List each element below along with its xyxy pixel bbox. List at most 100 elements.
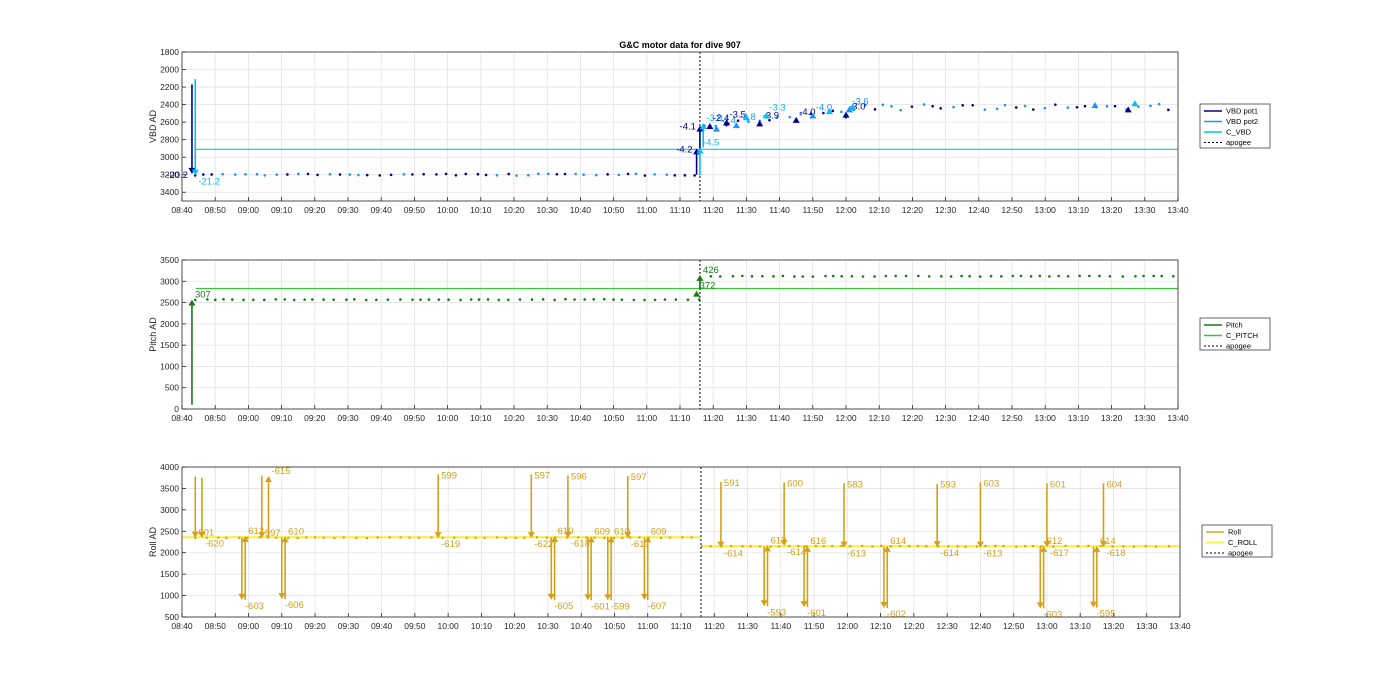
sample-dot [917,274,920,278]
sample-dot [861,275,865,278]
x-tick-label: 11:00 [636,205,657,215]
x-tick-label: 11:30 [736,205,757,215]
move-arrowhead [722,119,730,126]
move-label: -599 [611,601,630,612]
move-arrowhead [198,531,206,538]
sample-dot [1078,274,1081,278]
sample-dot [244,173,247,176]
y-tick-label: 4000 [160,462,179,472]
sample-dot [741,545,744,548]
move-label: -601 [591,601,610,612]
axes-frame [181,51,1179,202]
sample-dot [1031,108,1035,111]
legend-box [1201,524,1273,558]
move-label: -618 [1106,548,1125,559]
sample-dot [1043,106,1047,110]
y-axis-label: VBD AD [148,109,158,143]
sample-dot [495,536,499,539]
move-label: -20.2 [166,170,188,181]
sample-dot [342,536,345,539]
sample-dot [563,172,567,176]
sample-dot [486,298,490,301]
x-tick-label: 12:00 [835,205,857,215]
sample-dot [801,275,804,278]
x-tick-label: 12:40 [968,205,990,215]
sample-dot [274,536,278,539]
x-tick-label: 13:20 [1101,205,1123,215]
sample-dot [576,536,580,539]
sample-dot [303,298,306,301]
x-tick-label: 11:50 [802,205,823,215]
sample-dot [283,298,287,301]
sample-dot [718,275,722,278]
sample-dot [890,105,893,108]
sample-dot [1134,274,1137,278]
move-label: -3.5 [729,109,745,120]
move-label: -605 [554,601,573,612]
move-arrowhead [696,147,704,154]
y-tick-label: 3000 [160,505,179,515]
sample-dot [730,544,733,548]
sample-dot [1105,104,1109,108]
move-label: 591 [724,478,740,489]
sample-dot [332,298,335,301]
sample-dot [961,103,965,107]
sample-dot [515,174,518,177]
x-tick-label: 09:40 [371,205,393,215]
move-label: -602 [887,609,906,620]
sample-dot [769,545,772,548]
sample-dot [388,536,392,539]
x-tick-label: 11:50 [802,413,823,423]
sample-dot [194,536,197,540]
sample-dot [464,172,468,176]
sample-dot [659,536,663,540]
x-tick-label: 09:30 [337,205,359,215]
x-tick-label: 10:20 [503,205,525,215]
sample-dot [419,298,422,301]
move-arrowhead [1043,541,1051,548]
sample-dot [749,545,752,548]
move-arrowhead [696,274,704,281]
y-tick-label: 1000 [160,591,179,601]
sample-dot [483,536,486,540]
sample-dot [592,298,595,301]
sample-dot [1002,544,1005,548]
sample-dot [1029,275,1033,278]
move-label: -3.0 [849,102,865,113]
sample-dot [989,274,993,278]
x-tick-label: 13:00 [1036,621,1058,631]
move-label: 610 [558,526,574,537]
sample-dot [700,545,704,548]
y-tick-label: 2000 [160,319,179,329]
y-tick-label: 2000 [160,548,179,558]
sample-dot [364,298,368,302]
sample-dot [507,172,511,176]
move-arrowhead [1091,101,1099,108]
y-tick-label: 3400 [160,187,179,197]
sample-dot [322,298,325,301]
sample-dot [777,545,781,548]
move-arrowhead [756,120,764,127]
sample-dot [1152,274,1156,278]
sample-dot [740,274,744,278]
sample-dot [504,536,507,540]
x-tick-label: 13:00 [1035,413,1057,423]
sample-dot [484,173,488,177]
move-label: 596 [571,472,587,483]
move-arrowhead [584,594,592,601]
sample-dot [537,172,540,176]
sample-dot [530,298,534,301]
sample-dot [1015,545,1018,548]
x-tick-label: 12:20 [903,621,925,631]
sample-dot [638,536,641,539]
sample-dot [632,298,636,302]
y-tick-label: 2200 [160,82,179,92]
x-tick-label: 11:20 [704,621,725,631]
move-arrowhead [434,532,442,539]
sample-dot [574,172,577,176]
sample-dot [653,298,657,302]
move-label: -595 [1097,609,1116,620]
sample-dot [822,111,825,115]
sample-dot [399,298,402,301]
